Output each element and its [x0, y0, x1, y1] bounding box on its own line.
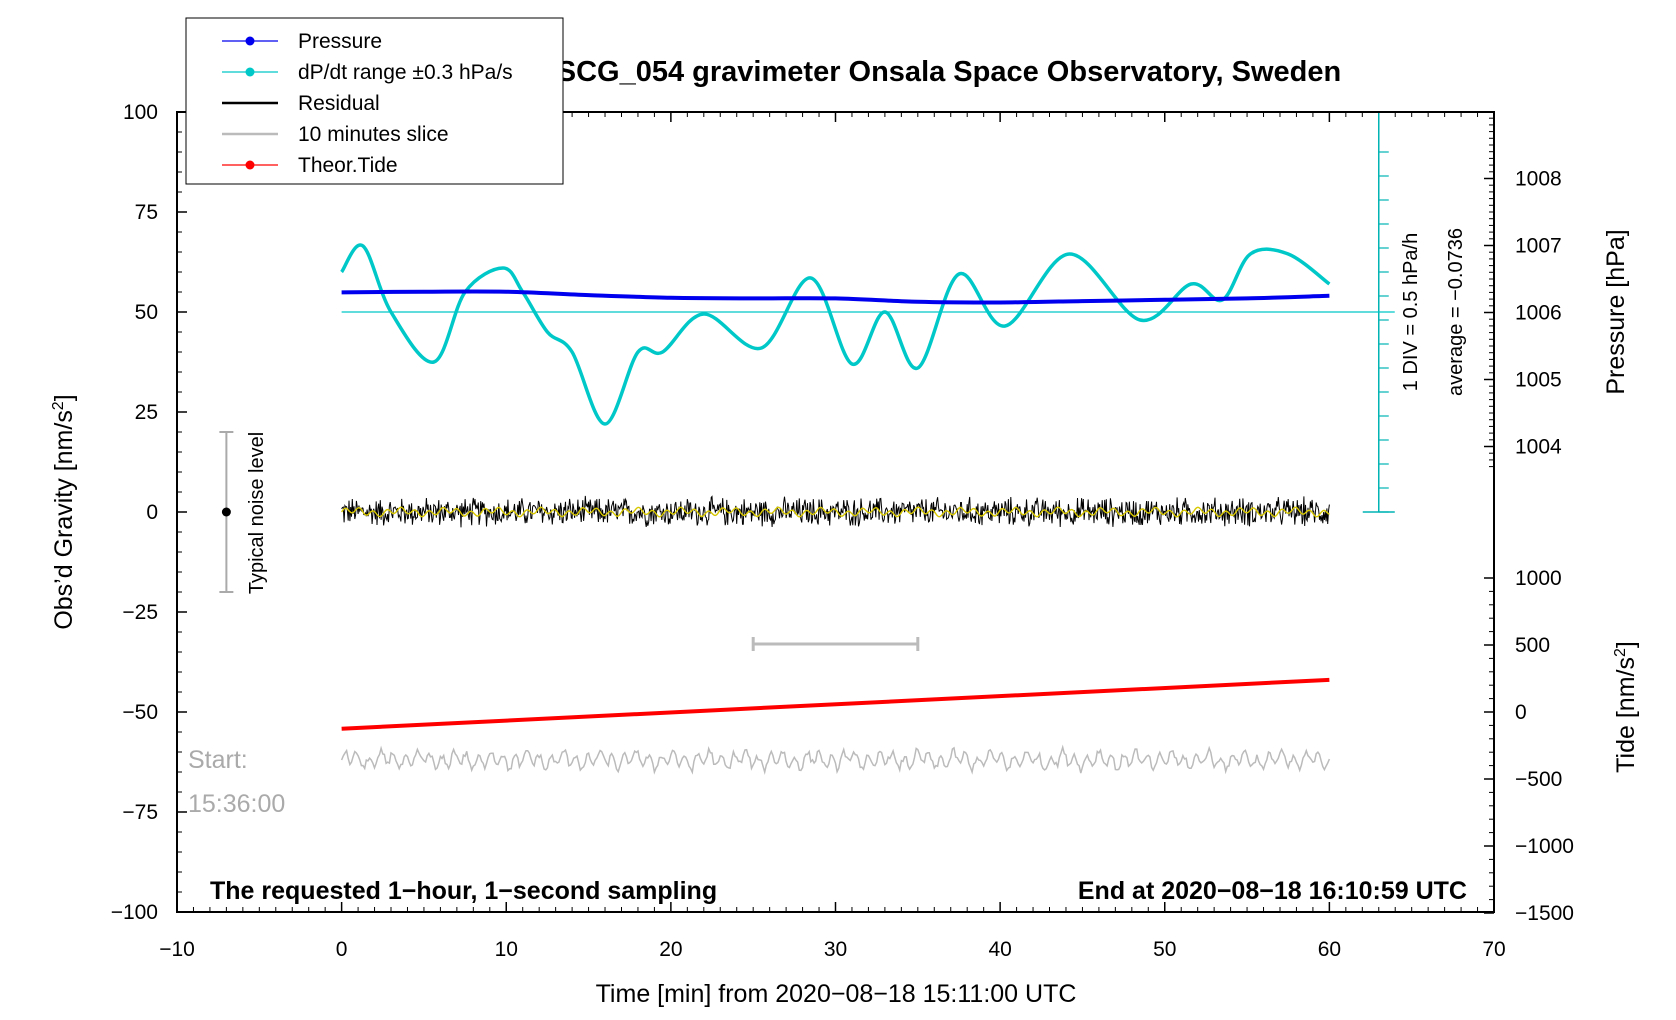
- noise-level-label: Typical noise level: [246, 432, 268, 594]
- y-tick-label-left: −50: [122, 701, 158, 724]
- y-tick-label-left: −100: [111, 901, 158, 924]
- x-axis-label: Time [min] from 2020−08−18 15:11:00 UTC: [596, 980, 1077, 1008]
- pressure-tick-label: 1004: [1515, 436, 1562, 459]
- start-time-label: 15:36:00: [188, 790, 285, 818]
- y-axis-label-tide-sup: 2: [1612, 648, 1629, 657]
- tide-tick-label: 1000: [1515, 567, 1562, 590]
- pressure-tick-label: 1005: [1515, 369, 1562, 392]
- x-tick-label: 40: [988, 938, 1011, 961]
- ten-minute-slice-line: [340, 744, 1331, 775]
- plot-data: [219, 112, 1395, 775]
- y-axis-label-tide-text: Tide [nm/s: [1612, 657, 1640, 773]
- x-tick-label: −10: [159, 938, 195, 961]
- dpdt-series-line: [340, 243, 1331, 426]
- pressure-series-line: [341, 289, 1330, 305]
- y-axis-label-left-text: Obs’d Gravity [nm/s: [50, 410, 78, 630]
- tide-tick-label: 500: [1515, 634, 1550, 657]
- pressure-tick-label: 1007: [1515, 235, 1562, 258]
- x-tick-label: 50: [1153, 938, 1176, 961]
- legend-label: Residual: [298, 92, 380, 115]
- y-tick-label-left: 25: [135, 401, 158, 424]
- legend-label: Pressure: [298, 30, 382, 53]
- legend: Pressure dP/dt range ±0.3 hPa/s Residual 10…: [185, 17, 564, 185]
- y-tick-label-left: 50: [135, 301, 158, 324]
- y-axis-label-left-end: ]: [50, 394, 78, 401]
- plot-frame: [176, 111, 1495, 913]
- chart-title: SCG_054 gravimeter Onsala Space Observat…: [557, 56, 1341, 88]
- dpdt-average-label: average = −0.0736: [1445, 228, 1467, 396]
- dpdt-division-label: 1 DIV = 0.5 hPa/h: [1400, 233, 1422, 391]
- y-axis-label-left-sup: 2: [50, 401, 67, 410]
- residual-smoothed-line: [341, 506, 1330, 518]
- x-tick-label: 70: [1482, 938, 1505, 961]
- x-tick-label: 30: [824, 938, 847, 961]
- y-axis-label-tide-end: ]: [1612, 641, 1640, 648]
- y-axis-label-tide: Tide [nm/s2]: [1612, 641, 1640, 773]
- x-tick-label: 60: [1318, 938, 1341, 961]
- y-tick-label-left: 0: [146, 501, 158, 524]
- tide-tick-label: −1500: [1515, 902, 1574, 925]
- y-tick-label-left: 75: [135, 201, 158, 224]
- footer-end-time: End at 2020−08−18 16:10:59 UTC: [1078, 877, 1467, 905]
- noise-bar-center-dot: [221, 507, 231, 517]
- y-tick-label-left: −75: [122, 801, 158, 824]
- legend-swatch-dot: [245, 36, 255, 46]
- legend-label: dP/dt range ±0.3 hPa/s: [298, 61, 513, 84]
- x-tick-label: 0: [336, 938, 348, 961]
- tide-series-line: [341, 677, 1330, 731]
- legend-entries: Pressure dP/dt range ±0.3 hPa/s Residual 10…: [222, 30, 513, 177]
- pressure-tick-label: 1008: [1515, 168, 1562, 191]
- x-tick-label: 20: [659, 938, 682, 961]
- legend-box: [185, 17, 564, 185]
- tide-tick-label: −500: [1515, 768, 1562, 791]
- y-tick-label-left: −25: [122, 601, 158, 624]
- legend-swatch-dot: [245, 67, 255, 77]
- x-tick-label: 10: [495, 938, 518, 961]
- legend-label: 10 minutes slice: [298, 123, 449, 146]
- footer-sampling-note: The requested 1−hour, 1−second sampling: [210, 877, 717, 905]
- tide-tick-label: −1000: [1515, 835, 1574, 858]
- tide-tick-label: 0: [1515, 701, 1527, 724]
- y-axis-label-left: Obs’d Gravity [nm/s2]: [50, 394, 78, 629]
- y-tick-label-left: 100: [123, 101, 158, 124]
- pressure-tick-label: 1006: [1515, 302, 1562, 325]
- legend-label: Theor.Tide: [298, 154, 398, 177]
- start-label: Start:: [188, 746, 248, 774]
- legend-swatch-dot: [245, 160, 255, 170]
- y-axis-label-pressure: Pressure [hPa]: [1602, 229, 1630, 394]
